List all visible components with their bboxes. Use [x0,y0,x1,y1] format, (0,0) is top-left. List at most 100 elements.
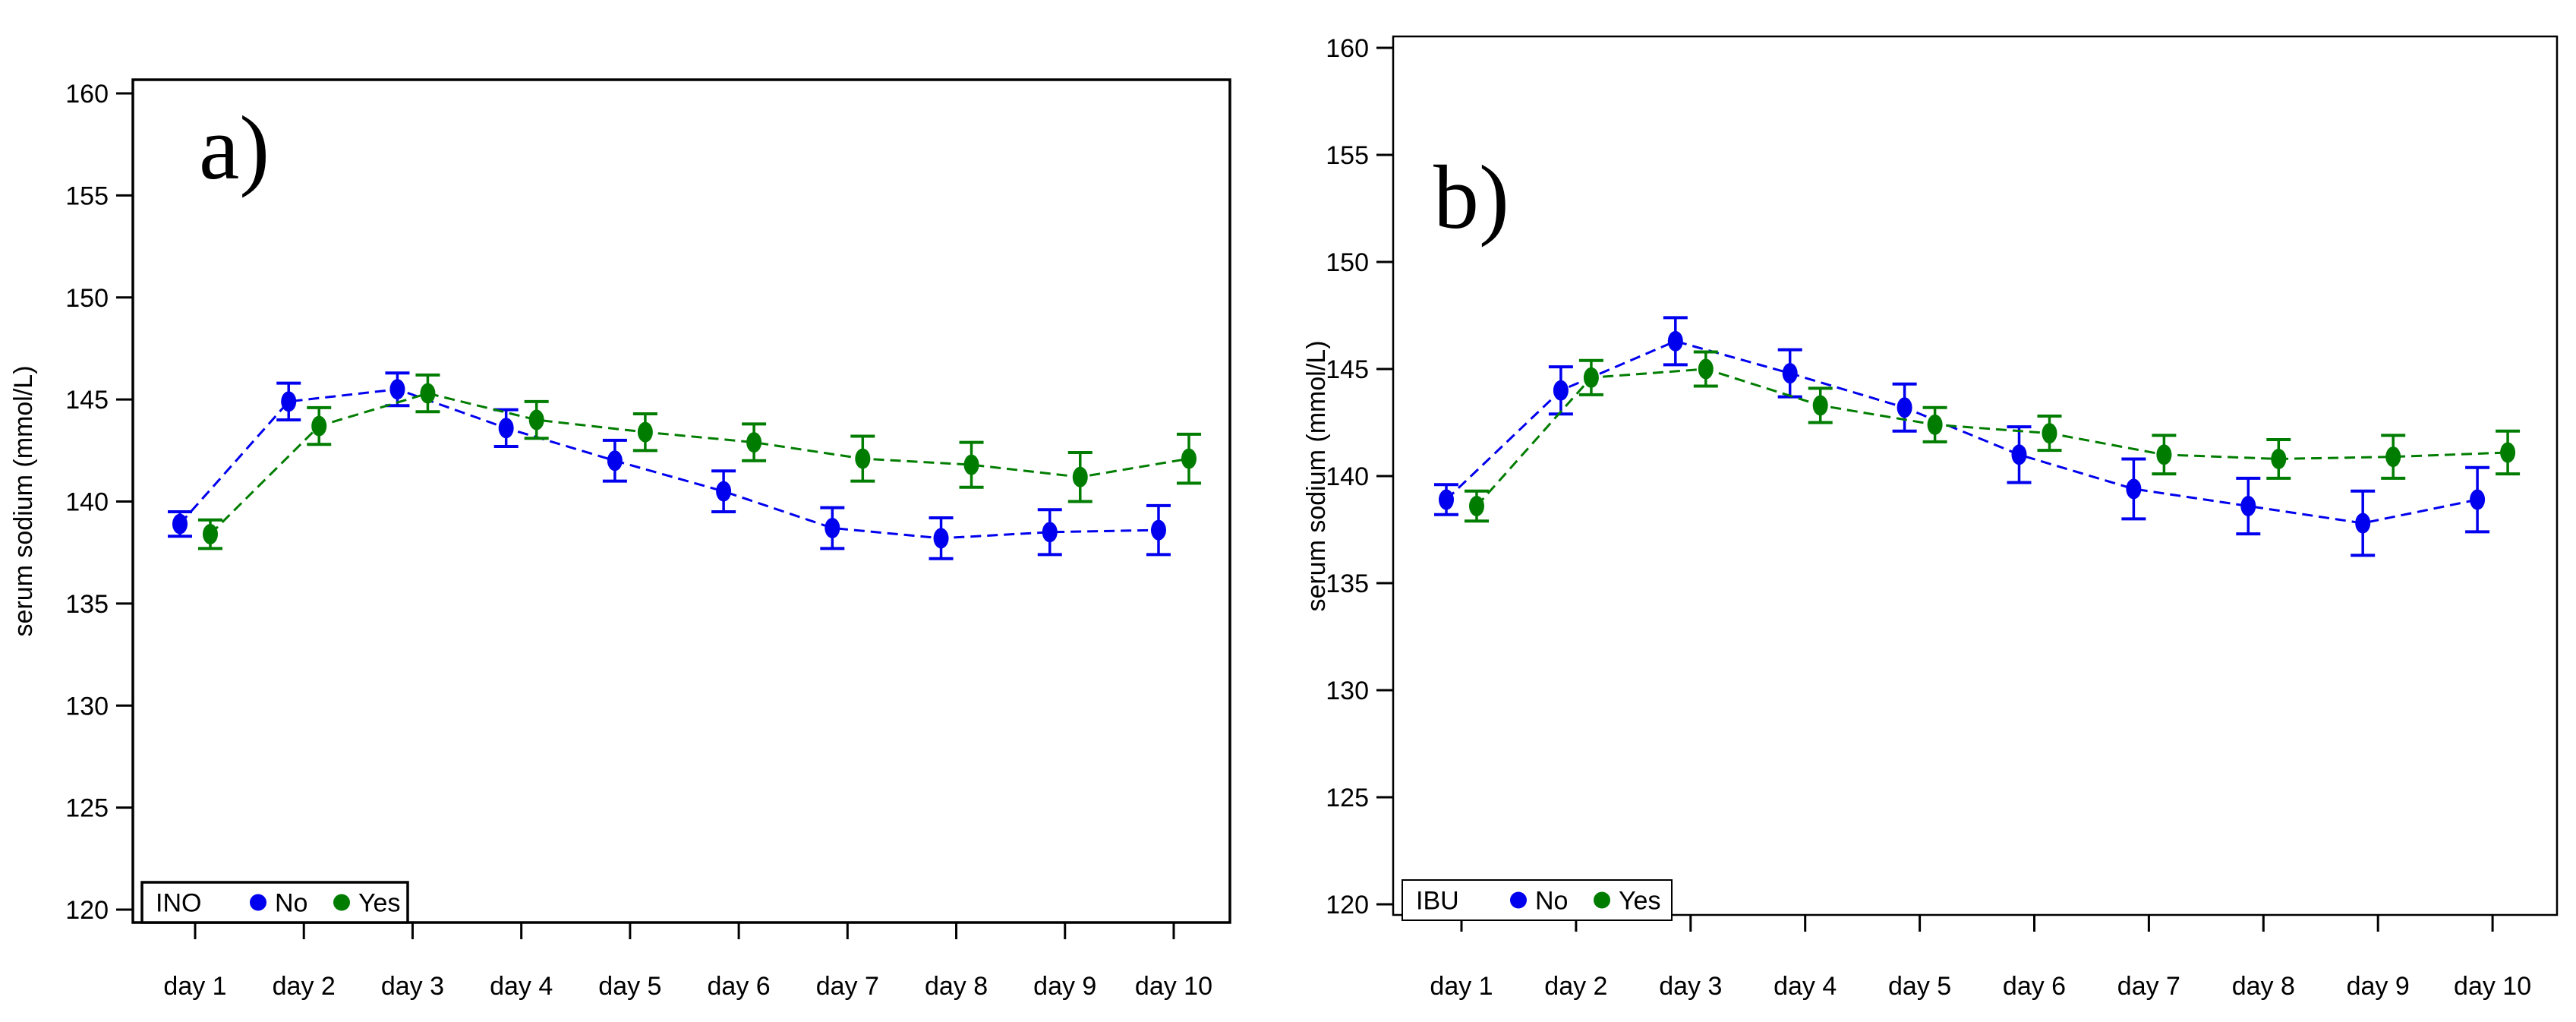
y-tick-label-b: 145 [1326,355,1369,384]
y-tick-label-b: 150 [1326,248,1369,277]
y-tick-label-a: 130 [65,692,109,721]
data-point-yes-a [420,383,436,404]
x-tick-label-a: day 4 [490,972,553,1001]
series-line-yes-a [209,392,1190,535]
x-tick-label-a: day 3 [381,972,444,1001]
data-point-yes-a [528,409,544,431]
data-point-no-a [1042,522,1058,543]
y-axis-title-b: serum sodium (mmol/L) [1302,340,1331,611]
data-point-no-a [172,513,188,535]
x-tick-label-a: day 10 [1135,972,1212,1001]
y-tick-label-b: 155 [1326,141,1369,170]
series-line-yes-b [1475,367,2508,507]
data-point-yes-b [2042,423,2057,444]
x-tick-label-b: day 8 [2232,972,2295,1001]
legend-label-yes-b: Yes [1619,887,1660,916]
data-point-no-a [933,528,949,549]
legend-marker-no-b [1510,891,1527,909]
x-tick-label-b: day 7 [2117,972,2180,1001]
legend-box-a [140,881,409,924]
y-tick-label-b: 130 [1326,677,1369,705]
data-point-no-a [281,391,297,412]
x-tick-label-a: day 9 [1033,972,1096,1001]
x-tick-label-b: day 2 [1544,972,1607,1001]
data-point-yes-a [1181,448,1197,469]
data-point-no-b [1439,489,1454,510]
y-tick-label-a: 125 [65,794,109,823]
x-tick-label-a: day 5 [598,972,661,1001]
x-tick-label-a: day 7 [816,972,879,1001]
panel-letter-a: a) [199,97,270,198]
data-point-no-b [1897,397,1912,418]
data-point-yes-a [311,415,327,437]
y-tick-label-a: 150 [65,284,109,313]
legend-marker-no-a [250,894,266,911]
x-tick-label-b: day 5 [1888,972,1951,1001]
legend-label-no-b: No [1535,887,1568,916]
x-tick-label-b: day 1 [1430,972,1493,1001]
data-point-no-a [498,418,514,439]
series-line-no-b [1445,339,2478,525]
x-tick-label-a: day 6 [708,972,771,1001]
plot-frame-b [1392,35,2559,916]
data-point-no-a [607,450,623,472]
data-point-yes-a [203,524,218,544]
y-tick-label-a: 145 [65,386,109,415]
data-point-no-a [1150,519,1166,541]
data-point-yes-b [1583,367,1599,388]
legend-label-yes-a: Yes [358,889,400,918]
data-point-yes-a [855,448,871,469]
y-tick-label-b: 160 [1326,34,1369,63]
data-point-yes-b [1698,358,1714,380]
data-point-no-b [1782,363,1798,384]
y-tick-label-b: 125 [1326,784,1369,812]
data-point-yes-b [1469,495,1484,516]
data-point-no-b [2240,495,2256,516]
y-tick-label-a: 140 [65,488,109,517]
legend-box-b [1402,879,1673,921]
panel-letter-b: b) [1433,147,1509,248]
y-tick-label-a: 160 [65,80,109,109]
y-tick-label-b: 140 [1326,462,1369,491]
data-point-no-b [1667,330,1683,352]
data-point-no-a [825,517,840,538]
y-tick-label-a: 155 [65,181,109,210]
data-point-yes-b [1927,414,1943,435]
data-point-yes-b [2156,444,2172,465]
data-point-no-b [2126,478,2142,500]
legend-label-no-a: No [275,889,307,918]
legend-title-a: INO [156,889,201,918]
data-point-yes-b [1812,395,1828,416]
x-tick-label-b: day 6 [2003,972,2066,1001]
y-tick-label-b: 135 [1326,569,1369,598]
legend-marker-yes-b [1594,891,1610,909]
x-tick-label-a: day 2 [273,972,336,1001]
x-tick-label-a: day 8 [925,972,988,1001]
x-tick-label-b: day 3 [1659,972,1722,1001]
data-point-yes-a [963,454,979,475]
data-point-no-b [2011,444,2027,465]
data-point-yes-b [2500,442,2516,463]
data-point-yes-b [2385,446,2401,468]
data-point-no-a [716,481,732,502]
data-point-yes-a [746,432,762,453]
legend-marker-yes-a [333,894,350,911]
y-tick-label-b: 120 [1326,891,1369,919]
y-tick-label-a: 120 [65,896,109,925]
data-point-no-b [2355,513,2371,534]
x-tick-label-b: day 4 [1774,972,1837,1001]
y-axis-title-a: serum sodium (mmol/L) [9,365,38,636]
data-point-no-b [2470,489,2486,510]
series-line-no-a [178,388,1159,540]
legend-title-b: IBU [1416,887,1459,916]
data-point-no-a [389,379,405,400]
x-tick-label-b: day 9 [2347,972,2410,1001]
y-tick-label-a: 135 [65,590,109,619]
data-point-no-b [1553,380,1569,401]
data-point-yes-b [2271,448,2287,469]
data-point-yes-a [1072,466,1088,487]
plot-frame-a [131,78,1231,924]
x-tick-label-b: day 10 [2454,972,2531,1001]
